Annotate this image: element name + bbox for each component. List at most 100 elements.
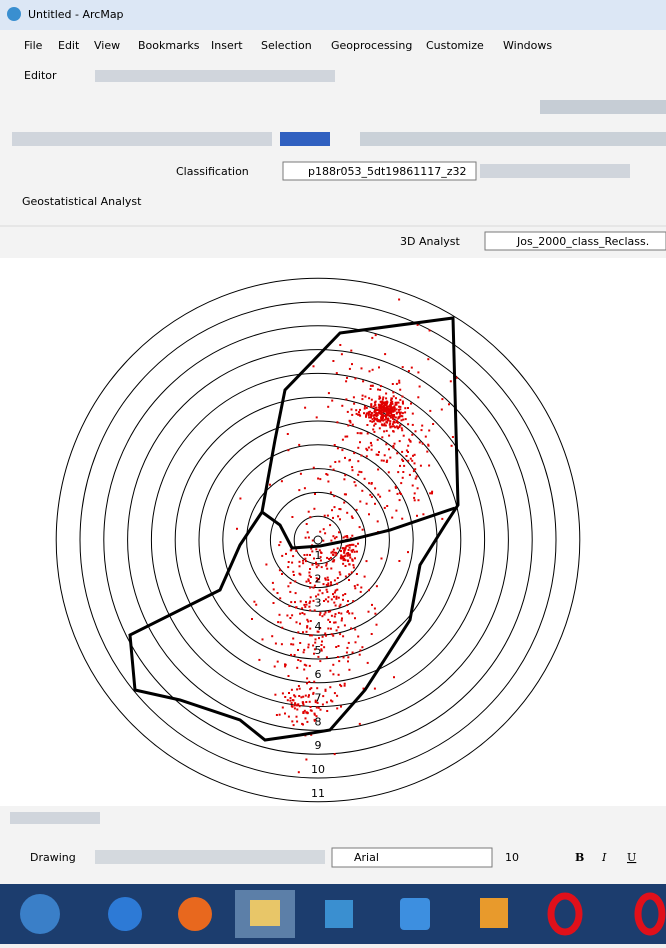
- pixel: [304, 557, 307, 560]
- menu-item[interactable]: Geoprocessing: [331, 39, 412, 52]
- menu-item[interactable]: Windows: [503, 39, 552, 52]
- menu-item[interactable]: Customize: [426, 39, 484, 52]
- pixel: [367, 411, 370, 414]
- pixel: [313, 557, 315, 560]
- pixel: [321, 592, 324, 595]
- pixel: [357, 473, 360, 476]
- pixel: [398, 415, 401, 418]
- pixel: [370, 482, 373, 485]
- pixel: [403, 464, 406, 467]
- pixel: [344, 456, 346, 459]
- font-size[interactable]: 10: [505, 851, 519, 864]
- pixel: [340, 612, 343, 615]
- bold-button[interactable]: B: [575, 851, 584, 864]
- pixel: [440, 408, 443, 411]
- pixel: [427, 444, 430, 447]
- pixel: [365, 406, 368, 409]
- pixel: [385, 404, 388, 407]
- pixel: [389, 420, 392, 423]
- pixel: [298, 572, 301, 575]
- pixel: [346, 610, 349, 613]
- pixel: [323, 514, 326, 517]
- pixel: [393, 676, 395, 679]
- classification-dropdown[interactable]: [282, 161, 477, 181]
- pixel: [339, 508, 342, 511]
- pixel: [278, 569, 281, 572]
- pixel: [398, 381, 401, 384]
- pixel: [407, 370, 410, 372]
- pixel: [323, 613, 326, 616]
- pixel: [401, 402, 404, 405]
- pixel: [319, 559, 322, 562]
- pixel: [374, 400, 377, 403]
- pixel: [386, 459, 389, 462]
- pixel: [336, 447, 339, 450]
- pixel: [407, 444, 410, 447]
- pixel: [304, 717, 307, 720]
- analyst3d-menu[interactable]: 3D Analyst: [400, 235, 460, 248]
- pixel: [378, 427, 381, 430]
- menu-item[interactable]: Insert: [211, 39, 243, 52]
- buffer-ring: [269, 491, 367, 589]
- pixel: [393, 420, 395, 423]
- pixel: [331, 700, 334, 703]
- pixel: [384, 408, 387, 411]
- editor-menu[interactable]: Editor: [24, 69, 57, 82]
- pixel: [340, 554, 343, 557]
- geostatistical-menu[interactable]: Geostatistical Analyst: [22, 195, 142, 208]
- pixel: [381, 398, 384, 401]
- pixel: [290, 688, 293, 691]
- menu-item[interactable]: Edit: [58, 39, 80, 52]
- pixel: [363, 477, 366, 480]
- pixel: [340, 550, 342, 552]
- pixel: [324, 578, 327, 581]
- pixel: [398, 426, 401, 428]
- pixel: [341, 556, 344, 558]
- pixel: [343, 555, 346, 558]
- pixel: [371, 603, 373, 606]
- analyst3d-dropdown[interactable]: [484, 231, 666, 251]
- pixel: [346, 604, 349, 607]
- font-box[interactable]: [331, 847, 493, 868]
- menu-item[interactable]: File: [24, 39, 43, 52]
- pixel: [387, 419, 390, 422]
- pixel: [336, 694, 339, 697]
- classification-menu[interactable]: Classification: [176, 165, 249, 178]
- pixel: [400, 427, 403, 430]
- pixel: [319, 660, 322, 663]
- drawing-menu[interactable]: Drawing: [30, 851, 76, 864]
- pixel: [398, 416, 401, 419]
- menu-item[interactable]: Selection: [261, 39, 312, 52]
- pixel: [308, 664, 311, 667]
- pixel: [320, 649, 323, 652]
- pixel: [310, 733, 313, 736]
- pixel: [289, 617, 292, 619]
- pixel: [339, 518, 341, 521]
- pixel: [395, 509, 398, 512]
- pixel: [326, 710, 329, 712]
- menu-item[interactable]: Bookmarks: [138, 39, 200, 52]
- pixel: [412, 470, 415, 473]
- pixel: [400, 414, 403, 417]
- menu-item[interactable]: View: [94, 39, 120, 52]
- pixel: [383, 422, 386, 425]
- pixel: [359, 441, 361, 444]
- pixel: [327, 610, 330, 613]
- pixel: [381, 400, 384, 403]
- pixel: [333, 591, 336, 594]
- pixel: [350, 349, 353, 352]
- pixel: [356, 583, 359, 586]
- pixel: [400, 419, 403, 422]
- pixel: [329, 686, 332, 689]
- pixel: [399, 493, 402, 495]
- pixel: [327, 627, 330, 630]
- italic-button[interactable]: I: [601, 851, 607, 864]
- pixel: [416, 323, 419, 326]
- pixel: [358, 722, 361, 725]
- pixel: [344, 535, 347, 538]
- pixel: [348, 612, 351, 615]
- pixel: [291, 516, 294, 518]
- pixel: [299, 622, 301, 625]
- underline-button[interactable]: U: [627, 851, 636, 864]
- pixel: [375, 585, 378, 588]
